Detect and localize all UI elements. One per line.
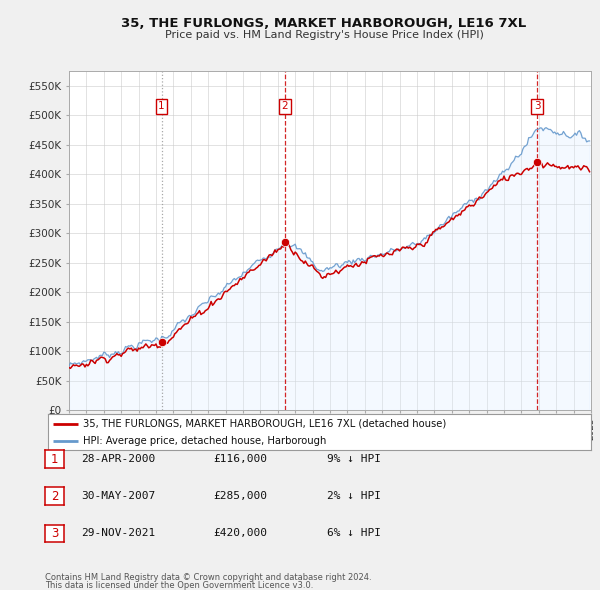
Text: 1: 1	[158, 101, 165, 112]
Text: 9% ↓ HPI: 9% ↓ HPI	[327, 454, 381, 464]
Text: 1: 1	[51, 453, 58, 466]
Text: 3: 3	[51, 527, 58, 540]
Text: 30-MAY-2007: 30-MAY-2007	[81, 491, 155, 501]
Text: 35, THE FURLONGS, MARKET HARBOROUGH, LE16 7XL (detached house): 35, THE FURLONGS, MARKET HARBOROUGH, LE1…	[83, 419, 446, 429]
Text: 2% ↓ HPI: 2% ↓ HPI	[327, 491, 381, 501]
Text: £420,000: £420,000	[213, 529, 267, 538]
Text: £116,000: £116,000	[213, 454, 267, 464]
Text: £285,000: £285,000	[213, 491, 267, 501]
Text: 6% ↓ HPI: 6% ↓ HPI	[327, 529, 381, 538]
Text: 2: 2	[51, 490, 58, 503]
Text: This data is licensed under the Open Government Licence v3.0.: This data is licensed under the Open Gov…	[45, 581, 313, 590]
Text: 2: 2	[281, 101, 288, 112]
Text: 3: 3	[534, 101, 541, 112]
Text: 35, THE FURLONGS, MARKET HARBOROUGH, LE16 7XL: 35, THE FURLONGS, MARKET HARBOROUGH, LE1…	[121, 17, 527, 30]
Text: Contains HM Land Registry data © Crown copyright and database right 2024.: Contains HM Land Registry data © Crown c…	[45, 572, 371, 582]
Text: Price paid vs. HM Land Registry's House Price Index (HPI): Price paid vs. HM Land Registry's House …	[164, 31, 484, 40]
Text: 28-APR-2000: 28-APR-2000	[81, 454, 155, 464]
Text: 29-NOV-2021: 29-NOV-2021	[81, 529, 155, 538]
Text: HPI: Average price, detached house, Harborough: HPI: Average price, detached house, Harb…	[83, 436, 326, 446]
